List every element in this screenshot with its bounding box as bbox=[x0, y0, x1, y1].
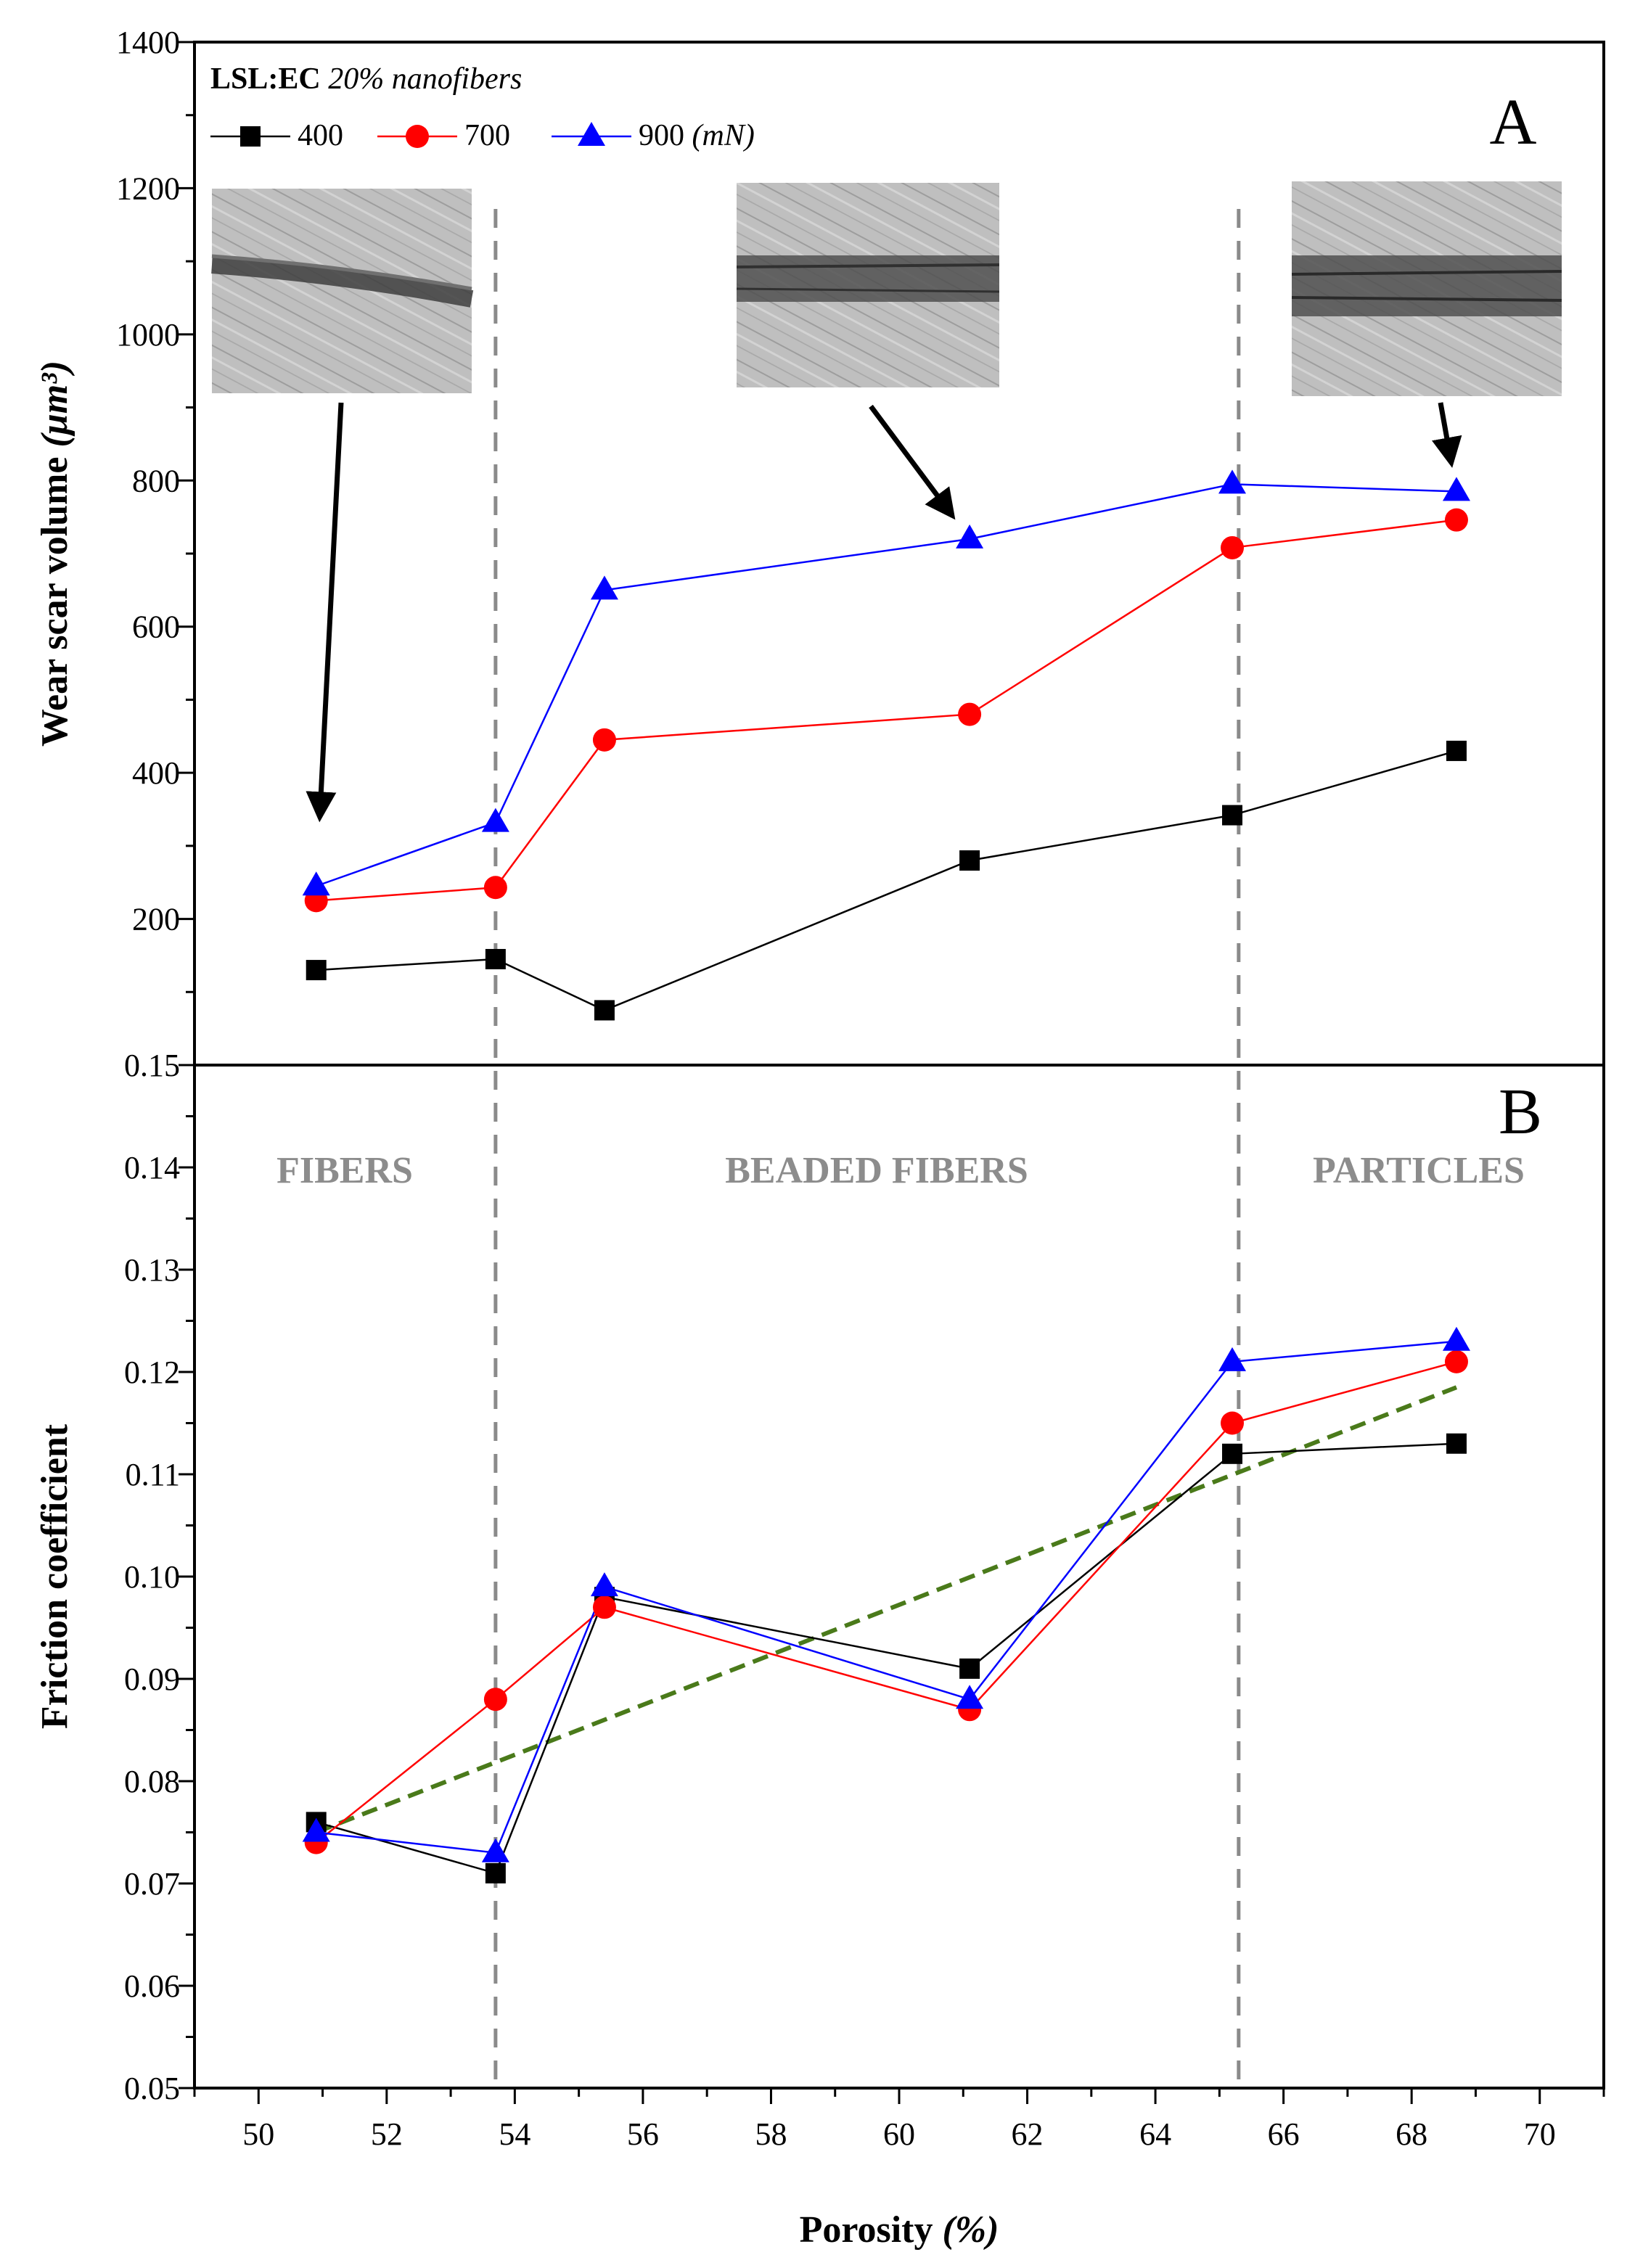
legend-marker-900 bbox=[578, 122, 605, 146]
x-tick-label: 68 bbox=[1396, 2116, 1427, 2152]
panel-b-series-line-400 bbox=[316, 1442, 1457, 1875]
legend-title: LSL:EC 20% nanofibers bbox=[210, 62, 522, 96]
panel-a-series bbox=[302, 469, 1470, 1021]
panel-b-point-700 bbox=[1444, 1349, 1468, 1373]
panel-b-frame bbox=[193, 1064, 1605, 2090]
legend-label-900: 900 (mN) bbox=[639, 119, 755, 152]
x-tick-label: 66 bbox=[1268, 2116, 1300, 2152]
panel-b-point-900 bbox=[1442, 1326, 1470, 1351]
micrograph-fibers bbox=[211, 189, 474, 393]
panel-a-point-400 bbox=[306, 960, 327, 981]
y-tick-label-b: 0.13 bbox=[124, 1252, 180, 1288]
panel-a-point-400 bbox=[1222, 805, 1243, 826]
region-boundaries bbox=[493, 209, 1241, 2088]
panel-a-point-700 bbox=[1444, 508, 1468, 532]
panel-b-point-700 bbox=[1221, 1411, 1245, 1435]
y-tick-label-a: 1200 bbox=[116, 170, 180, 206]
panel-a-label: A bbox=[1490, 86, 1537, 158]
panel-a-point-900 bbox=[590, 575, 618, 600]
x-tick-label: 58 bbox=[755, 2116, 787, 2152]
y-tick-label-a: 400 bbox=[132, 755, 180, 791]
y-tick-label-a: 800 bbox=[132, 463, 180, 498]
panel-a-y-axis-title: Wear scar volume (μm³) bbox=[34, 361, 75, 747]
y-tick-label-a: 600 bbox=[132, 609, 180, 645]
panel-b-point-900 bbox=[956, 1685, 984, 1709]
panel-a-point-900 bbox=[1442, 477, 1470, 501]
legend: LSL:EC 20% nanofibers 400 700 900 (mN) bbox=[210, 62, 755, 152]
y-tick-label-a: 200 bbox=[132, 902, 180, 937]
micrograph-beaded-fibers bbox=[736, 183, 1000, 387]
panel-b-point-400 bbox=[1446, 1433, 1467, 1454]
y-tick-label-a: 1000 bbox=[116, 317, 180, 353]
panel-a-point-900 bbox=[956, 524, 984, 548]
legend-label-400: 400 bbox=[298, 119, 343, 152]
panel-a-series-line-700 bbox=[316, 519, 1457, 902]
panel-a-point-900 bbox=[1218, 469, 1247, 494]
y-tick-label-b: 0.06 bbox=[124, 1968, 180, 2004]
panel-a-series-line-900 bbox=[316, 483, 1457, 887]
region-label-particles: PARTICLES bbox=[1313, 1150, 1525, 1191]
x-tick-label: 60 bbox=[883, 2116, 915, 2152]
x-tick-label: 64 bbox=[1139, 2116, 1171, 2152]
panel-a-point-400 bbox=[594, 1000, 615, 1021]
panel-b-point-900 bbox=[302, 1817, 330, 1842]
panel-a-point-700 bbox=[1221, 535, 1245, 559]
panel-a-point-700 bbox=[592, 728, 616, 752]
panel-b-point-700 bbox=[592, 1595, 616, 1619]
y-tick-label-a: 1400 bbox=[116, 25, 180, 60]
legend-marker-400 bbox=[240, 126, 261, 147]
x-tick-label: 56 bbox=[627, 2116, 659, 2152]
panel-a-point-900 bbox=[481, 808, 509, 832]
panel-b-point-700 bbox=[483, 1688, 507, 1712]
panel-a-point-400 bbox=[959, 850, 980, 871]
region-label-beaded-fibers: BEADED FIBERS bbox=[725, 1150, 1028, 1191]
y-tick-label-b: 0.05 bbox=[124, 2071, 180, 2106]
y-tick-label-b: 0.07 bbox=[124, 1866, 180, 1902]
y-tick-label-b: 0.12 bbox=[124, 1355, 180, 1390]
x-axis-title: Porosity (%) bbox=[800, 2209, 999, 2251]
legend-label-700: 700 bbox=[464, 119, 510, 152]
panel-a-series-line-400 bbox=[316, 749, 1457, 1011]
panel-a-point-400 bbox=[485, 948, 506, 969]
legend-marker-700 bbox=[406, 125, 429, 148]
panel-b-point-400 bbox=[1222, 1443, 1243, 1464]
x-tick-label: 52 bbox=[371, 2116, 403, 2152]
inset-arrow bbox=[306, 402, 344, 823]
y-tick-label-b: 0.11 bbox=[126, 1457, 180, 1492]
panel-b-point-900 bbox=[590, 1572, 618, 1597]
panel-b-point-400 bbox=[959, 1658, 980, 1679]
panel-b-point-900 bbox=[1218, 1347, 1247, 1371]
inset-arrow bbox=[869, 404, 956, 520]
panel-b-series-line-900 bbox=[316, 1340, 1457, 1854]
panel-b-point-900 bbox=[481, 1838, 509, 1862]
panel-b-label: B bbox=[1499, 1076, 1542, 1148]
x-tick-label: 54 bbox=[499, 2116, 530, 2152]
panel-a-point-900 bbox=[302, 871, 330, 896]
panel-b-series-line-700 bbox=[315, 1360, 1457, 1844]
x-tick-label: 70 bbox=[1524, 2116, 1556, 2152]
panel-b-point-400 bbox=[485, 1862, 506, 1883]
trend-line-group bbox=[315, 1385, 1458, 1835]
x-tick-label: 62 bbox=[1012, 2116, 1044, 2152]
panel-a-point-700 bbox=[958, 702, 982, 726]
y-tick-label-b: 0.09 bbox=[124, 1661, 180, 1697]
y-tick-label-b: 0.14 bbox=[124, 1150, 180, 1186]
y-tick-label-b: 0.10 bbox=[124, 1559, 180, 1595]
inset-arrow bbox=[1432, 402, 1462, 468]
y-tick-label-b: 0.15 bbox=[124, 1048, 180, 1083]
x-tick-label: 50 bbox=[242, 2116, 274, 2152]
panel-b-y-axis-title: Friction coefficient bbox=[34, 1423, 75, 1729]
panel-a-point-400 bbox=[1446, 740, 1467, 761]
panel-a-point-700 bbox=[483, 876, 507, 900]
trend-line bbox=[315, 1385, 1458, 1835]
panel-b-ticks: 0.05 0.06 0.07 0.08 0.09 0.10 0.11 0.12 0.13 0.14… bbox=[124, 1048, 1605, 2152]
panel-a-ticks: 200 400 600 800 1000 1200 1400 bbox=[116, 25, 194, 1067]
panel-b-series bbox=[302, 1326, 1470, 1883]
inset-arrows bbox=[306, 402, 1462, 823]
region-label-fibers: FIBERS bbox=[276, 1150, 413, 1191]
micrograph-particles bbox=[1291, 181, 1562, 396]
y-tick-label-b: 0.08 bbox=[124, 1764, 180, 1799]
